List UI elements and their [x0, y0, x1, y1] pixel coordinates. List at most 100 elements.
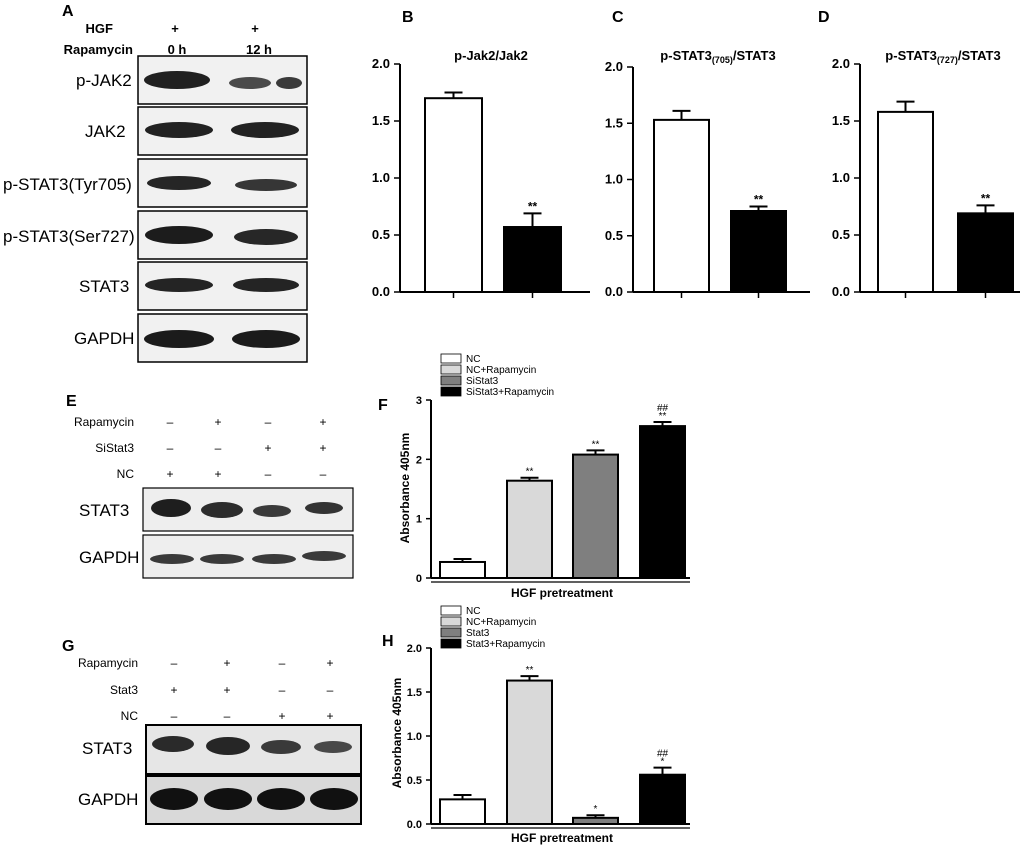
condition-value: +: [326, 656, 333, 670]
condition-label-rapamycin: Rapamycin: [64, 42, 133, 57]
condition-value: +: [214, 467, 221, 481]
y-tick-label: 1.5: [407, 687, 422, 699]
legend-swatch: [440, 375, 462, 386]
blot-band: [257, 788, 305, 810]
y-tick-label: 2.0: [605, 59, 623, 74]
y-tick-label: 0.0: [372, 284, 390, 299]
y-tick-label: 1.5: [832, 113, 850, 128]
bar: [653, 118, 710, 293]
blot-label-gapdh: GAPDH: [78, 790, 138, 809]
condition-value: +: [319, 441, 326, 455]
bar-chart-h: 0.00.51.01.52.0****##: [407, 643, 690, 831]
blot-band: [144, 330, 214, 348]
blot-band: [314, 741, 352, 753]
blot-band: [276, 77, 302, 89]
condition-label-sistat3: SiStat3: [95, 441, 134, 455]
chart-title-d: p-STAT3(727)/STAT3: [885, 48, 1000, 65]
panel-g-conditions: Rapamycin – + – + Stat3 + + – – NC – – +…: [78, 656, 334, 723]
blot-band: [150, 788, 198, 810]
y-tick-label: 1.0: [832, 170, 850, 185]
condition-value: +: [223, 683, 230, 697]
bar: [506, 479, 553, 579]
blot-label-gapdh: GAPDH: [74, 329, 134, 348]
panel-letter-h: H: [382, 633, 394, 650]
blot-band: [151, 499, 191, 517]
bar: [730, 210, 787, 293]
bar: [877, 110, 934, 293]
panel-letter-e: E: [66, 393, 77, 410]
y-tick-label: 0.5: [372, 227, 390, 242]
condition-value: +: [319, 415, 326, 429]
y-tick-label: 0.5: [407, 775, 422, 787]
condition-label-stat3: Stat3: [110, 683, 138, 697]
blot-band: [310, 788, 358, 810]
panel-letter-a: A: [62, 3, 74, 20]
blot-label-pstat3-705: p-STAT3(Tyr705): [3, 175, 132, 194]
panel-letter-f: F: [378, 397, 388, 414]
panel-a-conditions: HGF + + Rapamycin 0 h 12 h: [64, 21, 272, 57]
blot-band: [204, 788, 252, 810]
condition-value: +: [251, 21, 259, 36]
y-tick-label: 3: [416, 395, 422, 407]
significance-label-secondary: ##: [657, 749, 669, 760]
panel-a-blots: p-JAK2 JAK2 p-STAT3(Tyr705) p-STAT3(Ser7…: [3, 55, 308, 363]
y-tick-label: 1.0: [605, 172, 623, 187]
bar: [424, 97, 483, 293]
condition-value: +: [171, 21, 179, 36]
legend-entry: SiStat3+Rapamycin: [466, 387, 554, 398]
blot-label-stat3: STAT3: [82, 739, 132, 758]
condition-value: +: [170, 683, 177, 697]
condition-value: +: [264, 441, 271, 455]
blot-band: [206, 737, 250, 755]
condition-label-rapamycin: Rapamycin: [78, 656, 138, 670]
legend-swatch: [440, 627, 462, 638]
condition-label-nc: NC: [117, 467, 135, 481]
bar: [439, 798, 486, 825]
blot-band: [229, 77, 271, 89]
legend-swatch: [440, 616, 462, 627]
significance-label: *: [594, 804, 598, 815]
bar: [572, 816, 619, 826]
condition-value: +: [278, 709, 285, 723]
condition-value: –: [167, 415, 174, 429]
blot-band: [231, 122, 299, 138]
y-tick-label: 0.0: [605, 284, 623, 299]
bar: [639, 425, 686, 579]
legend-entry: Stat3+Rapamycin: [466, 639, 545, 650]
y-tick-label: 0.5: [605, 228, 623, 243]
legend-entry: NC: [466, 606, 480, 617]
condition-label-rapamycin: Rapamycin: [74, 415, 134, 429]
blot-band: [253, 505, 291, 517]
blot-band: [234, 229, 298, 245]
blot-band: [201, 502, 243, 518]
y-tick-label: 2: [416, 454, 422, 466]
y-axis-label-f: Absorbance 405nm: [398, 433, 412, 544]
y-tick-label: 2.0: [372, 56, 390, 71]
panel-letter-d: D: [818, 9, 830, 26]
condition-value: –: [215, 441, 222, 455]
blot-band: [145, 278, 213, 292]
condition-value: +: [223, 656, 230, 670]
bar: [572, 453, 619, 579]
legend-f: NC NC+Rapamycin SiStat3 SiStat3+Rapamyci…: [440, 353, 554, 398]
panel-letter-c: C: [612, 9, 624, 26]
condition-value: –: [279, 656, 286, 670]
condition-label-nc: NC: [121, 709, 139, 723]
bar: [503, 226, 562, 294]
legend-entry: SiStat3: [466, 376, 499, 387]
condition-value: –: [279, 683, 286, 697]
blot-band: [252, 554, 296, 564]
significance-label: **: [526, 467, 534, 478]
bar-chart-b: 0.0 0.5 1.0 1.5 2.0 **: [372, 56, 590, 299]
bar: [639, 773, 686, 825]
condition-value: –: [171, 656, 178, 670]
blot-band: [305, 502, 343, 514]
condition-value: –: [265, 415, 272, 429]
legend-entry: Stat3: [466, 628, 490, 639]
blot-band: [261, 740, 301, 754]
bar-chart-c: 0.0 0.5 1.0 1.5 2.0 **: [605, 59, 810, 299]
chart-title-c: p-STAT3(705)/STAT3: [660, 48, 775, 65]
bar: [957, 212, 1014, 293]
